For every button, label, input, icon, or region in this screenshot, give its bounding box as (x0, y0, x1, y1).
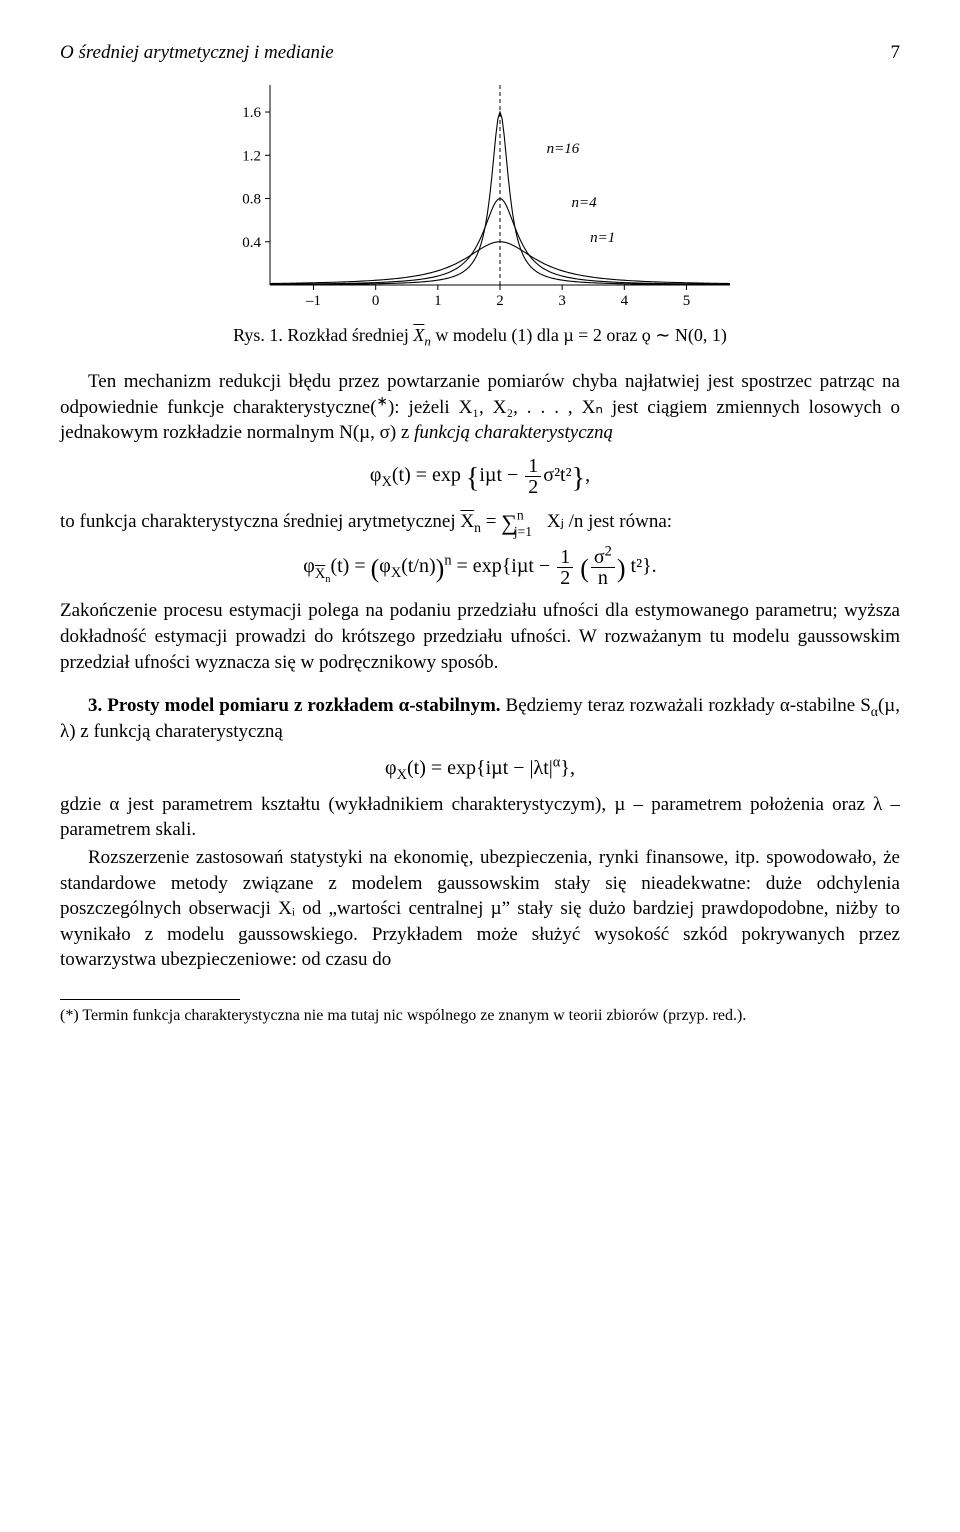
eq2-lparen2: ( (580, 555, 589, 584)
caption-mid: w modelu (1) dla µ = 2 oraz ǫ ∼ N(0, 1) (431, 325, 727, 345)
s-alpha-sub: α (871, 704, 878, 719)
footnote-marker: (*) (60, 1007, 79, 1024)
svg-text:0.4: 0.4 (242, 234, 261, 250)
footnote-ref-star: ∗ (377, 393, 388, 408)
eq1-lbrace: { (466, 463, 479, 494)
svg-text:5: 5 (683, 293, 691, 309)
eq2-exp-n: n (444, 553, 451, 569)
para2-xbar: X (460, 511, 474, 532)
svg-text:n=16: n=16 (547, 141, 580, 157)
eq1-frac-half: 12 (525, 456, 541, 497)
eq1-sub: X (381, 474, 391, 490)
section3-tail: Będziemy teraz rozważali rozkłady α-stab… (501, 695, 871, 716)
figure-caption: Rys. 1. Rozkład średniej Xn w modelu (1)… (60, 323, 900, 347)
eq3-phi: φ (385, 757, 397, 779)
eq1-phi: φ (370, 464, 382, 486)
eq2-mid-sub: X (391, 566, 401, 582)
svg-text:2: 2 (496, 293, 504, 309)
eq1-lhs: (t) = exp (392, 464, 461, 486)
distribution-curves-svg: 0.4 0.8 1.2 1.6 –1 0 1 2 3 4 5 n=1 n=4 n=16 (220, 80, 740, 315)
para2-a: to funkcja charakterystyczna średniej ar… (60, 511, 460, 532)
paragraph-1: Ten mechanizm redukcji błędu przez powta… (60, 369, 900, 446)
eq1-rbrace: } (572, 463, 585, 494)
svg-text:0: 0 (372, 293, 380, 309)
header-title: O średniej arytmetycznej i medianie (60, 40, 334, 66)
equation-3: φX(t) = exp{iµt − |λt|α}, (60, 755, 900, 782)
eq2-mid-b: (t/n) (401, 556, 435, 578)
paragraph-4: gdzie α jest parametrem kształtu (wykład… (60, 792, 900, 843)
paragraph-2: to funkcja charakterystyczna średniej ar… (60, 508, 900, 538)
eq2-exp-a: = exp{iµt − (457, 556, 556, 578)
caption-prefix: Rys. 1. Rozkład średniej (233, 325, 413, 345)
svg-text:3: 3 (558, 293, 566, 309)
eq2-rparen2: ) (617, 555, 626, 584)
sum-sub: j=1 (514, 524, 532, 539)
para2-c: Xⱼ /n jest równa: (542, 511, 672, 532)
svg-text:–1: –1 (305, 293, 321, 309)
running-header: O średniej arytmetycznej i medianie 7 (60, 40, 900, 66)
eq2-exp-b: t²}. (626, 556, 657, 578)
footnote-rule (60, 999, 240, 1000)
svg-text:4: 4 (621, 293, 629, 309)
para2-xbar-sub: n (474, 520, 481, 535)
svg-text:n=4: n=4 (571, 195, 597, 211)
eq3-close: }, (560, 757, 575, 779)
svg-text:1.6: 1.6 (242, 105, 261, 121)
eq1-inner-a: iµt − (479, 464, 518, 486)
svg-text:n=1: n=1 (590, 229, 615, 245)
section3-title: 3. Prosty model pomiaru z rozkładem α-st… (88, 695, 501, 716)
eq2-frac-sigma: σ2n (591, 547, 615, 588)
figure-chart: 0.4 0.8 1.2 1.6 –1 0 1 2 3 4 5 n=1 n=4 n=16 (220, 80, 740, 315)
svg-text:1.2: 1.2 (242, 148, 261, 164)
para1-c-italic: funkcją charakterystyczną (414, 422, 613, 443)
page-number: 7 (891, 40, 901, 66)
eq2-phi: φ (303, 556, 315, 578)
eq1-tail: , (585, 464, 590, 486)
paragraph-3: Zakończenie procesu estymacji polega na … (60, 598, 900, 675)
paragraph-5: Rozszerzenie zastosowań statystyki na ek… (60, 845, 900, 973)
eq2-lhs: (t) = (330, 556, 370, 578)
footnote-text: Termin funkcja charakterystyczna nie ma … (79, 1007, 747, 1024)
para2-b: = (481, 511, 501, 532)
eq3-tail: (t) = exp{iµt − |λt| (407, 757, 553, 779)
eq2-lparen: ( (371, 555, 380, 584)
eq2-xbar-sub: Xn (315, 566, 331, 582)
equation-1: φX(t) = exp {iµt − 12σ²t²}, (60, 456, 900, 498)
equation-2: φXn(t) = (φX(t/n))n = exp{iµt − 12 (σ2n)… (60, 547, 900, 588)
sum-sup: n (517, 507, 524, 522)
eq2-mid-phi: φ (379, 556, 391, 578)
footnote: (*) Termin funkcja charakterystyczna nie… (60, 1006, 900, 1026)
eq1-inner-b: σ²t² (543, 464, 571, 486)
eq2-frac-half: 12 (557, 547, 573, 588)
svg-text:1: 1 (434, 293, 442, 309)
eq3-sub: X (397, 767, 407, 783)
svg-text:0.8: 0.8 (242, 191, 261, 207)
section-3-heading: 3. Prosty model pomiaru z rozkładem α-st… (60, 693, 900, 744)
caption-xbar: Xn (413, 325, 430, 345)
